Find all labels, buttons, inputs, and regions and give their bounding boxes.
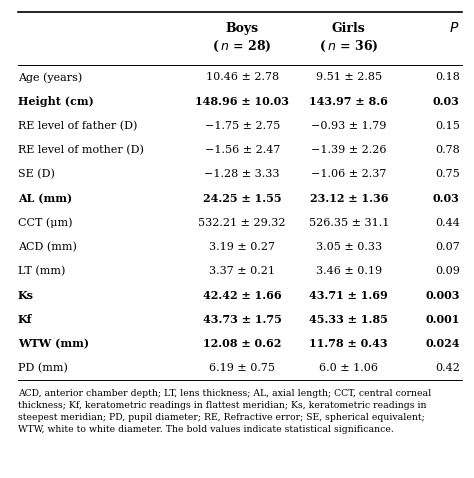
Text: 11.78 ± 0.43: 11.78 ± 0.43: [310, 338, 388, 349]
Text: 10.46 ± 2.78: 10.46 ± 2.78: [206, 72, 279, 82]
Text: 3.46 ± 0.19: 3.46 ± 0.19: [316, 266, 382, 276]
Text: 0.18: 0.18: [435, 72, 460, 82]
Text: 0.03: 0.03: [433, 96, 460, 107]
Text: 532.21 ± 29.32: 532.21 ± 29.32: [199, 218, 286, 228]
Text: 0.44: 0.44: [435, 218, 460, 228]
Text: RE level of father (D): RE level of father (D): [18, 120, 137, 131]
Text: 0.78: 0.78: [435, 145, 460, 155]
Text: 0.07: 0.07: [435, 242, 460, 252]
Text: 45.33 ± 1.85: 45.33 ± 1.85: [310, 314, 388, 325]
Text: ( $n$ = 28): ( $n$ = 28): [212, 39, 272, 54]
Text: Kf: Kf: [18, 314, 32, 325]
Text: 0.42: 0.42: [435, 363, 460, 373]
Text: 3.05 ± 0.33: 3.05 ± 0.33: [316, 242, 382, 252]
Text: 526.35 ± 31.1: 526.35 ± 31.1: [309, 218, 389, 228]
Text: Ks: Ks: [18, 290, 34, 301]
Text: 0.09: 0.09: [435, 266, 460, 276]
Text: −1.39 ± 2.26: −1.39 ± 2.26: [311, 145, 386, 155]
Text: 3.37 ± 0.21: 3.37 ± 0.21: [209, 266, 275, 276]
Text: 0.001: 0.001: [425, 314, 460, 325]
Text: 0.003: 0.003: [425, 290, 460, 301]
Text: Age (years): Age (years): [18, 72, 82, 83]
Text: 43.73 ± 1.75: 43.73 ± 1.75: [203, 314, 282, 325]
Text: 9.51 ± 2.85: 9.51 ± 2.85: [316, 72, 382, 82]
Text: 148.96 ± 10.03: 148.96 ± 10.03: [195, 96, 289, 107]
Text: 42.42 ± 1.66: 42.42 ± 1.66: [203, 290, 282, 301]
Text: LT (mm): LT (mm): [18, 266, 65, 276]
Text: 43.71 ± 1.69: 43.71 ± 1.69: [310, 290, 388, 301]
Text: ACD, anterior chamber depth; LT, lens thickness; AL, axial length; CCT, central : ACD, anterior chamber depth; LT, lens th…: [18, 389, 431, 434]
Text: Boys: Boys: [226, 22, 259, 35]
Text: 3.19 ± 0.27: 3.19 ± 0.27: [209, 242, 275, 252]
Text: −1.75 ± 2.75: −1.75 ± 2.75: [205, 121, 280, 131]
Text: 23.12 ± 1.36: 23.12 ± 1.36: [310, 193, 388, 204]
Text: 0.75: 0.75: [435, 169, 460, 179]
Text: SE (D): SE (D): [18, 169, 55, 179]
Text: 12.08 ± 0.62: 12.08 ± 0.62: [203, 338, 282, 349]
Text: 0.03: 0.03: [433, 193, 460, 204]
Text: −1.28 ± 3.33: −1.28 ± 3.33: [204, 169, 280, 179]
Text: $\it{P}$: $\it{P}$: [449, 22, 460, 35]
Text: 0.024: 0.024: [425, 338, 460, 349]
Text: 0.15: 0.15: [435, 121, 460, 131]
Text: RE level of mother (D): RE level of mother (D): [18, 145, 144, 155]
Text: −0.93 ± 1.79: −0.93 ± 1.79: [311, 121, 386, 131]
Text: CCT (μm): CCT (μm): [18, 217, 73, 228]
Text: ACD (mm): ACD (mm): [18, 242, 77, 252]
Text: PD (mm): PD (mm): [18, 363, 68, 373]
Text: AL (mm): AL (mm): [18, 193, 72, 204]
Text: −1.06 ± 2.37: −1.06 ± 2.37: [311, 169, 386, 179]
Text: Height (cm): Height (cm): [18, 96, 94, 107]
Text: 6.0 ± 1.06: 6.0 ± 1.06: [319, 363, 378, 373]
Text: −1.56 ± 2.47: −1.56 ± 2.47: [205, 145, 280, 155]
Text: 143.97 ± 8.6: 143.97 ± 8.6: [310, 96, 388, 107]
Text: 24.25 ± 1.55: 24.25 ± 1.55: [203, 193, 282, 204]
Text: 6.19 ± 0.75: 6.19 ± 0.75: [209, 363, 275, 373]
Text: ( $n$ = 36): ( $n$ = 36): [319, 39, 379, 54]
Text: Girls: Girls: [332, 22, 365, 35]
Text: WTW (mm): WTW (mm): [18, 338, 89, 349]
